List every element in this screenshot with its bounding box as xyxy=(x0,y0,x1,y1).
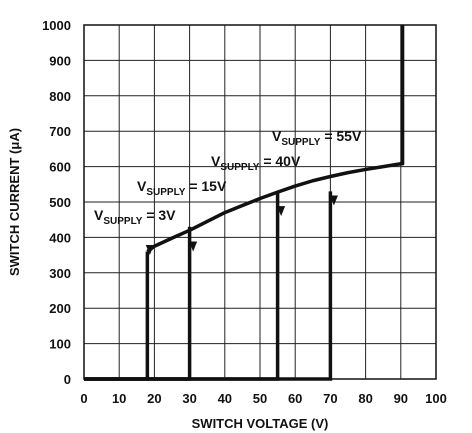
x-axis-title: SWITCH VOLTAGE (V) xyxy=(192,416,329,431)
y-tick-label-1: 100 xyxy=(49,337,71,352)
annotation-vsupply-40v: VSUPPLY = 40V xyxy=(211,153,301,173)
x-tick-label-6: 60 xyxy=(288,391,302,406)
y-tick-label-10: 1000 xyxy=(42,18,71,33)
plot-frame xyxy=(83,24,437,380)
annotation-vsupply-55v: VSUPPLY = 55V xyxy=(272,128,362,148)
arrow-2 xyxy=(277,206,286,217)
envelope-curve xyxy=(146,25,405,253)
x-tick-label-4: 40 xyxy=(218,391,232,406)
x-tick-label-10: 100 xyxy=(425,391,447,406)
x-tick-label-7: 70 xyxy=(323,391,337,406)
y-tick-label-3: 300 xyxy=(49,266,71,281)
y-tick-label-6: 600 xyxy=(49,160,71,175)
annotation-vsupply-15v: VSUPPLY = 15V xyxy=(137,178,227,198)
y-tick-label-4: 400 xyxy=(49,230,71,245)
arrow-1 xyxy=(189,241,198,252)
x-tick-label-9: 90 xyxy=(394,391,408,406)
y-tick-label-0: 0 xyxy=(64,372,71,387)
y-tick-label-8: 800 xyxy=(49,89,71,104)
y-tick-label-9: 900 xyxy=(49,53,71,68)
x-tick-label-2: 20 xyxy=(147,391,161,406)
x-tick-label-3: 30 xyxy=(182,391,196,406)
arrows xyxy=(145,195,338,256)
x-tick-label-0: 0 xyxy=(80,391,87,406)
annotation-vsupply-3v: VSUPPLY = 3V xyxy=(94,207,176,227)
y-tick-label-5: 500 xyxy=(49,195,71,210)
x-tick-label-8: 80 xyxy=(358,391,372,406)
x-tick-label-5: 50 xyxy=(253,391,267,406)
x-tick-label-1: 10 xyxy=(112,391,126,406)
arrow-0 xyxy=(145,245,154,256)
y-axis-title: SWITCH CURRENT (μA) xyxy=(7,128,22,276)
y-tick-labels: 0 100 200 300 400 500 600 700 800 900 1000 xyxy=(42,18,71,387)
y-tick-label-2: 200 xyxy=(49,301,71,316)
arrow-3 xyxy=(329,195,338,206)
x-tick-labels: 0 10 20 30 40 50 60 70 80 90 100 xyxy=(80,391,446,406)
y-tick-label-7: 700 xyxy=(49,124,71,139)
